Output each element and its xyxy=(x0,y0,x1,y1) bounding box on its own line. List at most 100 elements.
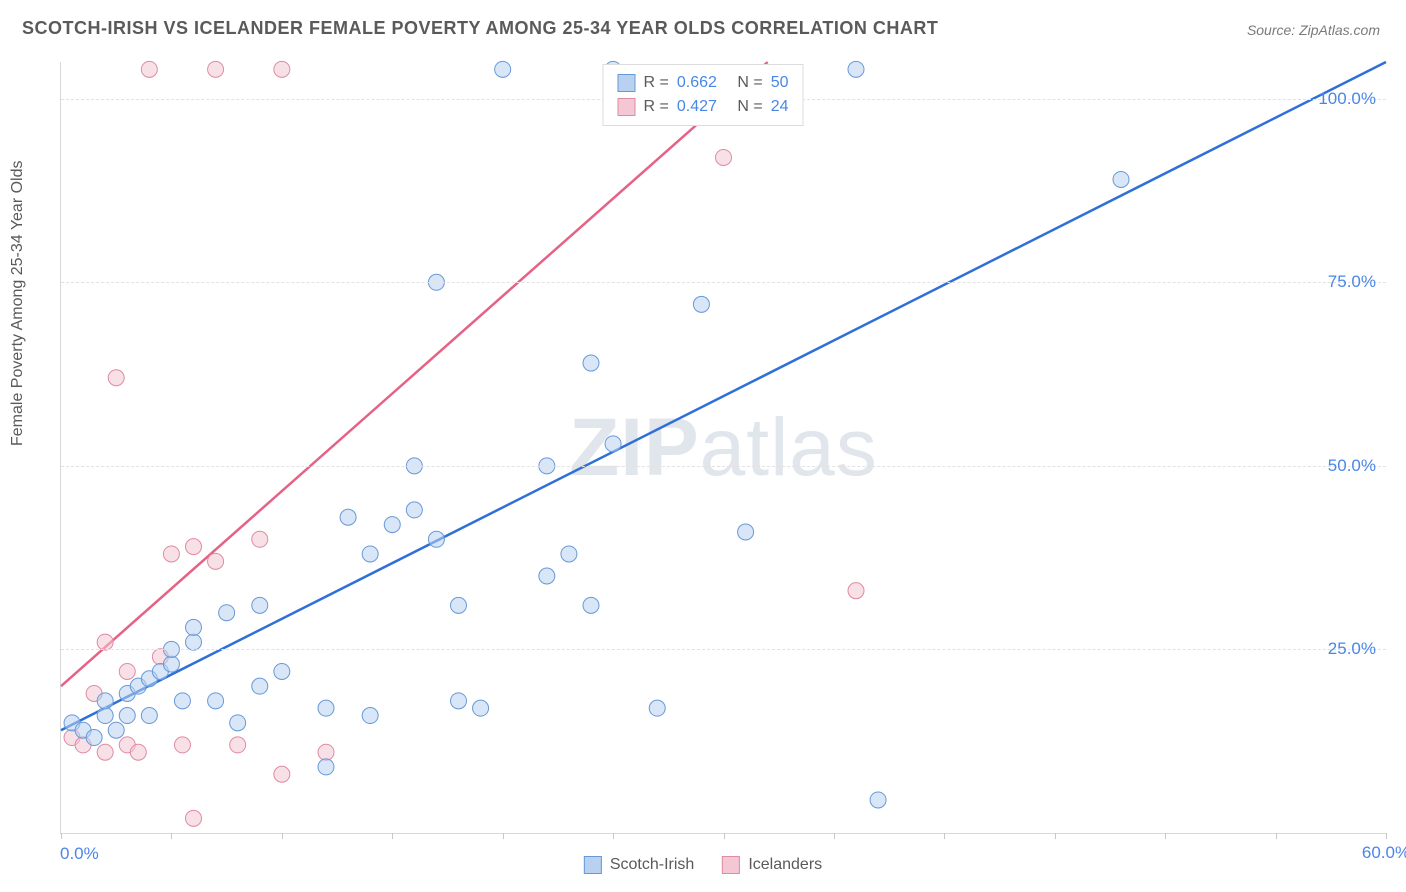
data-point xyxy=(539,568,555,584)
data-point xyxy=(693,296,709,312)
data-point xyxy=(340,509,356,525)
x-tick xyxy=(944,833,945,839)
gridline xyxy=(61,282,1386,283)
data-point xyxy=(274,766,290,782)
r-label: R = xyxy=(644,95,669,119)
y-axis-label: Female Poverty Among 25-34 Year Olds xyxy=(9,161,27,447)
data-point xyxy=(86,730,102,746)
data-point xyxy=(163,546,179,562)
data-point xyxy=(186,539,202,555)
data-point xyxy=(252,597,268,613)
data-point xyxy=(108,722,124,738)
data-point xyxy=(495,61,511,77)
swatch-icelanders xyxy=(618,98,636,116)
regression-line xyxy=(61,62,768,686)
data-point xyxy=(649,700,665,716)
x-tick xyxy=(1165,833,1166,839)
data-point xyxy=(451,597,467,613)
data-point xyxy=(141,61,157,77)
data-point xyxy=(219,605,235,621)
data-point xyxy=(252,678,268,694)
data-point xyxy=(208,693,224,709)
data-point xyxy=(1113,171,1129,187)
data-point xyxy=(186,810,202,826)
data-point xyxy=(318,759,334,775)
data-point xyxy=(583,355,599,371)
data-point xyxy=(119,708,135,724)
x-tick xyxy=(282,833,283,839)
swatch-scotch-irish xyxy=(584,856,602,874)
x-tick xyxy=(724,833,725,839)
n-label: N = xyxy=(737,71,762,95)
data-point xyxy=(274,663,290,679)
y-tick-label: 50.0% xyxy=(1328,456,1376,476)
x-tick xyxy=(392,833,393,839)
data-point xyxy=(97,634,113,650)
source-value: ZipAtlas.com xyxy=(1299,22,1380,38)
legend-row-2: R = 0.427 N = 24 xyxy=(618,95,789,119)
x-tick xyxy=(171,833,172,839)
n-label: N = xyxy=(737,95,762,119)
legend-row-1: R = 0.662 N = 50 xyxy=(618,71,789,95)
data-point xyxy=(97,708,113,724)
scatter-svg xyxy=(61,62,1386,833)
data-point xyxy=(561,546,577,562)
chart-container: SCOTCH-IRISH VS ICELANDER FEMALE POVERTY… xyxy=(0,0,1406,892)
data-point xyxy=(583,597,599,613)
bottom-legend: Scotch-Irish Icelanders xyxy=(584,856,822,874)
legend-item-scotch-irish: Scotch-Irish xyxy=(584,856,694,874)
data-point xyxy=(870,792,886,808)
y-tick-label: 75.0% xyxy=(1328,272,1376,292)
data-point xyxy=(362,708,378,724)
data-point xyxy=(274,61,290,77)
data-point xyxy=(163,656,179,672)
x-tick xyxy=(1276,833,1277,839)
gridline xyxy=(61,466,1386,467)
y-tick-label: 100.0% xyxy=(1318,89,1376,109)
source-credit: Source: ZipAtlas.com xyxy=(1247,22,1380,38)
swatch-icelanders xyxy=(722,856,740,874)
data-point xyxy=(186,619,202,635)
data-point xyxy=(230,715,246,731)
data-point xyxy=(230,737,246,753)
data-point xyxy=(473,700,489,716)
data-point xyxy=(384,517,400,533)
n-value-2: 24 xyxy=(771,95,789,119)
data-point xyxy=(130,744,146,760)
data-point xyxy=(97,744,113,760)
x-tick xyxy=(834,833,835,839)
x-tick xyxy=(61,833,62,839)
r-label: R = xyxy=(644,71,669,95)
data-point xyxy=(318,744,334,760)
data-point xyxy=(738,524,754,540)
chart-title: SCOTCH-IRISH VS ICELANDER FEMALE POVERTY… xyxy=(22,18,938,39)
r-value-1: 0.662 xyxy=(677,71,717,95)
data-point xyxy=(97,693,113,709)
data-point xyxy=(119,663,135,679)
data-point xyxy=(174,737,190,753)
data-point xyxy=(605,436,621,452)
x-axis-max-label: 60.0% xyxy=(1362,843,1406,863)
data-point xyxy=(716,149,732,165)
x-tick xyxy=(503,833,504,839)
data-point xyxy=(318,700,334,716)
x-axis-min-label: 0.0% xyxy=(60,844,99,864)
legend-label: Icelanders xyxy=(748,856,822,874)
x-tick xyxy=(1386,833,1387,839)
data-point xyxy=(174,693,190,709)
y-tick-label: 25.0% xyxy=(1328,639,1376,659)
data-point xyxy=(252,531,268,547)
r-value-2: 0.427 xyxy=(677,95,717,119)
gridline xyxy=(61,649,1386,650)
data-point xyxy=(848,583,864,599)
data-point xyxy=(141,708,157,724)
data-point xyxy=(428,531,444,547)
data-point xyxy=(186,634,202,650)
source-label: Source: xyxy=(1247,22,1295,38)
data-point xyxy=(406,502,422,518)
data-point xyxy=(208,61,224,77)
data-point xyxy=(362,546,378,562)
plot-area: ZIPatlas 25.0%50.0%75.0%100.0%60.0% xyxy=(60,62,1386,834)
legend-item-icelanders: Icelanders xyxy=(722,856,822,874)
legend-label: Scotch-Irish xyxy=(610,856,694,874)
